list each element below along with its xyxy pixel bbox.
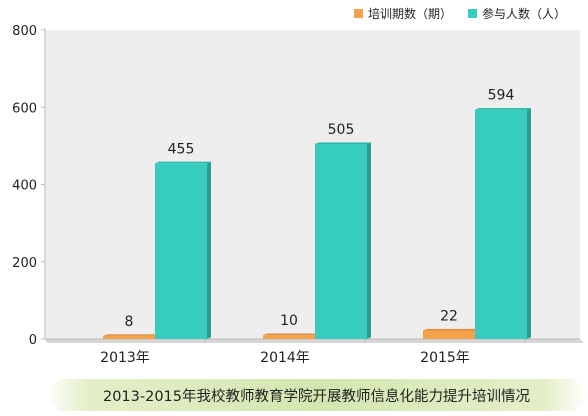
bar-top (155, 161, 211, 164)
y-tick-label: 400 (12, 179, 37, 194)
bar-top (263, 333, 319, 336)
bar[interactable] (423, 330, 475, 339)
y-tick-label: 600 (12, 101, 37, 116)
data-label: 10 (280, 313, 298, 329)
bar-side (527, 107, 531, 339)
bar[interactable] (475, 109, 527, 339)
legend-swatch (468, 9, 477, 18)
y-tick-label: 200 (12, 256, 37, 271)
x-tick-label: 2013年 (100, 350, 150, 366)
legend-swatch (354, 9, 363, 18)
data-label: 22 (440, 309, 458, 325)
legend-label: 培训期数（期） (368, 6, 452, 21)
bar[interactable] (155, 163, 207, 339)
y-tick-label: 0 (29, 333, 37, 348)
bar-top (315, 142, 371, 144)
bar[interactable] (263, 335, 315, 339)
bar-top (475, 107, 531, 110)
data-label: 8 (125, 314, 134, 330)
y-tick-label: 800 (12, 24, 37, 39)
x-tick-label: 2014年 (260, 350, 310, 366)
caption-banner: 2013-2015年我校教师教育学院开展教师信息化能力提升培训情况 (45, 379, 588, 411)
bar-side (207, 161, 211, 339)
x-tick-label: 2015年 (420, 350, 470, 366)
bar-top (423, 328, 479, 331)
chart-caption: 2013-2015年我校教师教育学院开展教师信息化能力提升培训情况 (102, 388, 531, 405)
data-label: 594 (488, 88, 515, 104)
bar-top (103, 334, 159, 336)
bar-side (367, 142, 371, 339)
data-label: 505 (328, 122, 355, 138)
plot-floor (45, 339, 584, 343)
bar[interactable] (315, 143, 367, 339)
data-label: 455 (168, 141, 195, 157)
bar[interactable] (103, 335, 155, 339)
legend-label: 参与人数（人） (482, 6, 566, 21)
